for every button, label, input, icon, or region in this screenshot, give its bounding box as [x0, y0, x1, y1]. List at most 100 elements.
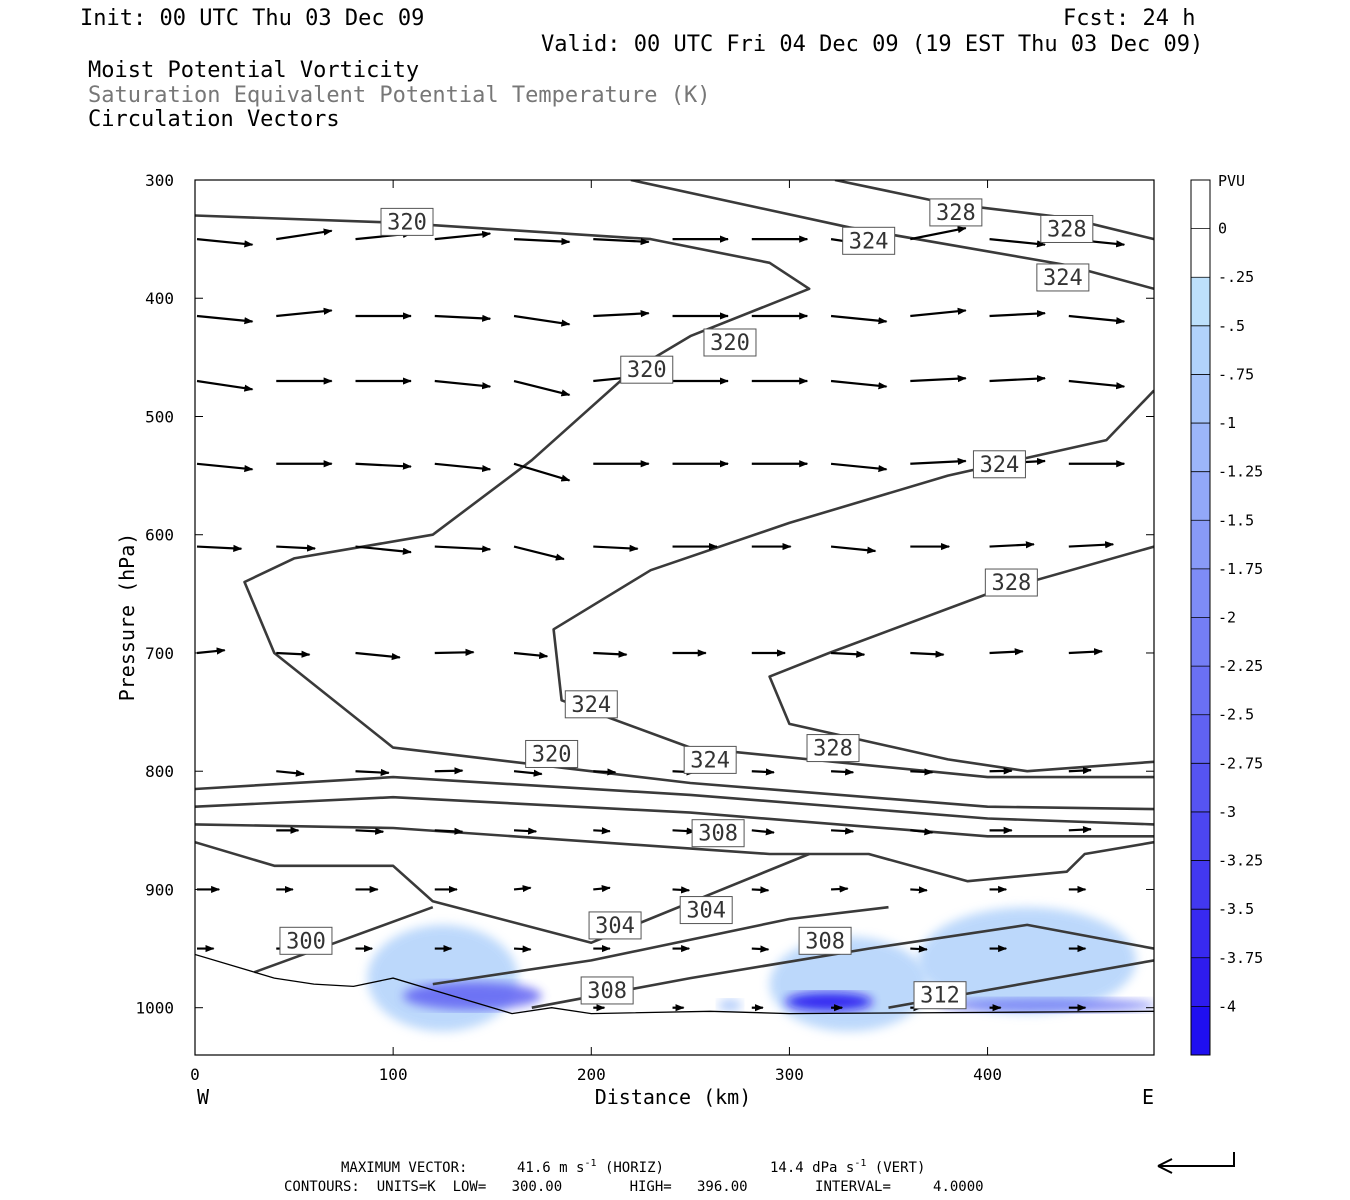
- circulation-vector: [276, 307, 333, 318]
- footer: MAXIMUM VECTOR: 41.6 m s-1 (HORIZ) 14.4 …: [284, 1152, 1235, 1195]
- init-time: Init: 00 UTC Thu 03 Dec 09: [80, 6, 424, 31]
- circulation-vector: [593, 768, 617, 776]
- x-end-label-east: E: [1142, 1085, 1154, 1109]
- isentrope-328: [552, 389, 1154, 779]
- circulation-vector: [672, 827, 696, 835]
- colorbar-tick-label: -4: [1218, 997, 1236, 1015]
- colorbar: PVU 0 -.25 -.5 -.75 -1 -1.25 -1.5 -1.75 -2 -2.25 -2…: [1190, 172, 1263, 1056]
- field-title-pv: Moist Potential Vorticity: [88, 58, 419, 83]
- circulation-vector: [196, 238, 254, 248]
- circulation-vector: [196, 314, 254, 325]
- circulation-vector: [434, 648, 475, 656]
- colorbar-swatch: [1191, 423, 1210, 473]
- circulation-vector: [672, 886, 691, 894]
- colorbar-swatch: [1191, 714, 1210, 764]
- valid-time: Valid: 00 UTC Fri 04 Dec 09 (19 EST Thu …: [541, 32, 1203, 57]
- circulation-vector: [751, 828, 775, 836]
- contour-label-text: 304: [686, 899, 726, 924]
- contour-label-text: 328: [936, 201, 976, 226]
- colorbar-swatch: [1191, 860, 1210, 910]
- circulation-vector: [276, 228, 333, 241]
- circulation-vector: [593, 650, 628, 658]
- circulation-vector: [513, 237, 571, 246]
- field-title-theta: Saturation Equivalent Potential Temperat…: [88, 83, 711, 108]
- circulation-vector: [196, 379, 254, 392]
- colorbar-swatch: [1191, 957, 1210, 1007]
- colorbar-unit: PVU: [1218, 172, 1245, 190]
- x-axis: 0 100 200 300 400: [190, 180, 1002, 1084]
- circulation-vector: [1068, 648, 1104, 656]
- pv-shade-region: [403, 981, 542, 1011]
- max-vector-label: MAXIMUM VECTOR:: [341, 1160, 467, 1176]
- isentrope-300: [253, 905, 434, 974]
- circulation-vector: [513, 651, 549, 660]
- colorbar-swatch: [1191, 180, 1210, 230]
- circulation-vector: [434, 230, 492, 241]
- x-tick-label: 400: [973, 1065, 1002, 1084]
- y-tick-label: 500: [145, 407, 174, 426]
- colorbar-tick-label: -3.75: [1218, 949, 1263, 967]
- isentrope-324: [195, 214, 1154, 811]
- circulation-vector: [751, 768, 775, 776]
- circulation-vector: [1068, 379, 1126, 390]
- circulation-vector: [830, 379, 888, 390]
- circulation-vector: [751, 886, 770, 894]
- x-axis-label: Distance (km): [595, 1085, 752, 1109]
- contour-label: 324: [972, 450, 1026, 479]
- circulation-vector: [910, 768, 934, 776]
- contour-label-text: 312: [920, 984, 960, 1009]
- contour-label: 312: [913, 981, 967, 1010]
- contour-label: 324: [842, 226, 896, 255]
- circulation-vector: [910, 375, 967, 383]
- contour-label-text: 324: [1043, 266, 1083, 291]
- colorbar-swatch: [1191, 909, 1210, 959]
- colorbar-swatch: [1191, 568, 1210, 618]
- circulation-vector: [989, 310, 1046, 318]
- circulation-vector: [830, 650, 866, 658]
- pv-shade-region: [938, 998, 1154, 1013]
- circulation-vector: [910, 226, 967, 241]
- x-tick-label: 100: [379, 1065, 408, 1084]
- colorbar-swatch: [1191, 277, 1210, 327]
- circulation-vector: [434, 767, 464, 775]
- colorbar-swatch: [1191, 811, 1210, 862]
- circulation-vector: [355, 827, 385, 835]
- isentrope-332: [768, 545, 1154, 773]
- plot-frame: [194, 179, 1155, 1056]
- contour-label: 320: [525, 739, 579, 768]
- colorbar-swatch: [1191, 520, 1210, 570]
- y-axis: 300 400 500 600 700 800 900 1000: [135, 171, 1154, 1018]
- circulation-vector: [830, 885, 849, 893]
- circulation-vector: [276, 544, 316, 552]
- contour-label-text: 324: [849, 229, 889, 254]
- circulation-vector: [196, 462, 254, 473]
- colorbar-tick-label: -2: [1218, 609, 1236, 627]
- circulation-vector: [276, 769, 305, 777]
- contour-label: 320: [380, 207, 434, 236]
- circulation-vector: [513, 769, 543, 777]
- y-tick-label: 400: [145, 289, 174, 308]
- contour-label: 324: [1036, 263, 1090, 292]
- contour-label-text: 308: [698, 822, 738, 847]
- circulation-vector: [513, 462, 571, 482]
- contour-label: 324: [564, 690, 618, 719]
- contour-label-text: 324: [571, 693, 611, 718]
- circulation-vector: [513, 885, 532, 893]
- circulation-vector: [830, 462, 888, 473]
- y-tick-label: 900: [145, 880, 174, 899]
- colorbar-swatch: [1191, 666, 1210, 716]
- terrain-layer: [195, 953, 1154, 1015]
- circulation-vector: [434, 462, 492, 473]
- contour-label-text: 308: [587, 979, 627, 1004]
- circulation-vector: [593, 310, 650, 318]
- colorbar-tick-label: -2.25: [1218, 657, 1263, 675]
- contour-label: 320: [620, 355, 674, 384]
- colorbar-tick-label: -1: [1218, 414, 1236, 432]
- colorbar-swatch: [1191, 1006, 1210, 1056]
- isentrope-328: [834, 180, 1154, 241]
- contour-label: 328: [806, 734, 860, 763]
- circulation-vector: [1068, 826, 1092, 834]
- forecast-hour: Fcst: 24 h: [1063, 6, 1195, 31]
- y-tick-label: 300: [145, 171, 174, 190]
